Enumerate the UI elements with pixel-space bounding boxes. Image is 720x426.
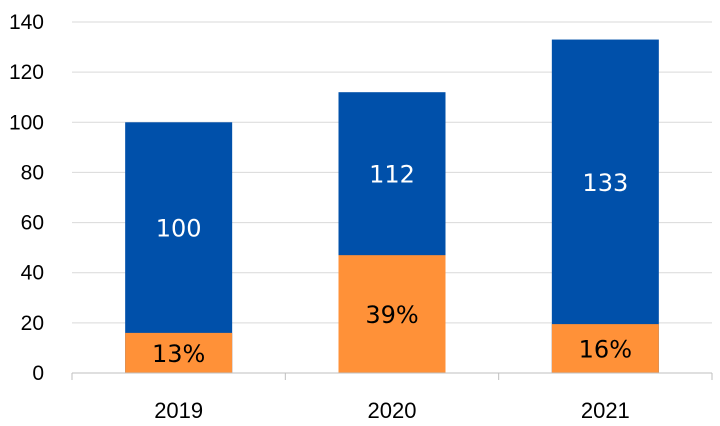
axis-layer [71,372,713,380]
y-tick-label: 60 [21,212,44,235]
labels-layer: 0 20 40 60 80 100 120 140 100 13% 2019 112 39% 2020 13… [9,11,632,423]
x-category-label: 2021 [581,398,630,423]
y-tick-label: 120 [9,61,44,84]
data-label-share-2020: 39% [365,301,418,329]
data-label-total-2020: 112 [369,161,415,189]
data-label-total-2019: 100 [156,215,202,243]
x-category-label: 2019 [154,398,203,423]
bar-share-2020 [338,255,446,373]
data-label-share-2019: 13% [152,340,205,368]
data-label-share-2021: 16% [579,336,632,364]
bar-share-2019 [125,332,233,373]
y-tick-label: 140 [9,11,44,34]
y-tick-label: 20 [21,312,44,335]
x-category-label: 2020 [368,398,417,423]
bar-total-2021 [551,39,659,374]
y-tick-label: 100 [9,111,44,134]
y-tick-label: 80 [21,161,44,184]
y-tick-label: 40 [21,262,44,285]
bars-layer [125,39,659,374]
bar-total-2019 [125,122,233,374]
bar-share-2021 [551,324,659,373]
y-tick-label: 0 [32,362,44,385]
data-label-total-2021: 133 [582,169,628,197]
